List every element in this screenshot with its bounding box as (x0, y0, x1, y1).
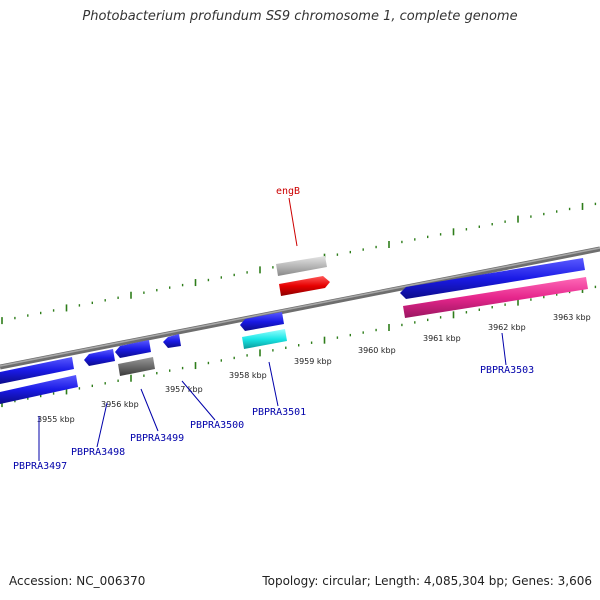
scale-label-3959: 3959 kbp (294, 357, 332, 366)
scale-label-3957: 3957 kbp (165, 385, 203, 394)
accession-value: NC_006370 (76, 574, 146, 588)
scale-label-3963: 3963 kbp (553, 313, 591, 322)
scale-label-3955: 3955 kbp (37, 415, 75, 424)
gene-PBPRA3501[interactable] (240, 312, 284, 331)
topology-label: Topology: (262, 574, 319, 588)
gene-label-PBPRA3500[interactable]: PBPRA3500 (190, 420, 244, 431)
leader-lines (38, 197, 507, 461)
gene-PBPRA3499[interactable] (115, 340, 151, 358)
leader-PBPRA3501 (268, 361, 279, 407)
topology-value: circular (322, 574, 367, 588)
gene-PBPRA3497-a[interactable] (0, 357, 74, 384)
scale-label-3961: 3961 kbp (423, 334, 461, 343)
length-label: Length: (374, 574, 421, 588)
leader-PBPRA3499 (140, 388, 159, 432)
gene-PBPRA3499-pseudo[interactable] (118, 357, 155, 376)
gene-label-PBPRA3501[interactable]: PBPRA3501 (252, 407, 306, 418)
scale-label-3962: 3962 kbp (488, 323, 526, 332)
genome-summary: Topology: circular; Length: 4,085,304 bp… (262, 574, 592, 588)
gene-PBPRA3503[interactable] (403, 277, 588, 318)
gene-PBPRA3500[interactable] (163, 334, 181, 348)
gene-label-PBPRA3503[interactable]: PBPRA3503 (480, 365, 534, 376)
genes-value: 3,606 (557, 574, 592, 588)
scale-label-3958: 3958 kbp (229, 371, 267, 380)
upper-tick-row (1, 202, 597, 325)
gene-engB[interactable] (279, 276, 330, 296)
chromosome-backbone (0, 246, 600, 370)
gene-PBPRA3498[interactable] (84, 349, 115, 366)
leader-PBPRA3498 (96, 402, 108, 448)
gene-PBPRA3497-b[interactable] (0, 375, 78, 404)
scale-label-3960: 3960 kbp (358, 346, 396, 355)
chromosome-backbone-highlight (0, 247, 600, 367)
gene-label-PBPRA3499[interactable]: PBPRA3499 (130, 433, 184, 444)
leader-engB (288, 197, 298, 247)
scale-label-3956: 3956 kbp (101, 400, 139, 409)
genes-label: Genes: (511, 574, 554, 588)
gene-label-PBPRA3498[interactable]: PBPRA3498 (71, 447, 125, 458)
gene-PBPRA3501-rna[interactable] (242, 329, 287, 349)
leader-PBPRA3500 (181, 380, 216, 421)
gene-engB-upper[interactable] (276, 256, 327, 276)
gene-label-PBPRA3497[interactable]: PBPRA3497 (13, 461, 67, 472)
length-value: 4,085,304 bp (423, 574, 504, 588)
lower-tick-row (1, 285, 597, 408)
accession-info: Accession: NC_006370 (9, 574, 145, 588)
map-title: Photobacterium profundum SS9 chromosome … (82, 9, 518, 24)
accession-label: Accession: (9, 574, 73, 588)
gene-PBPRA3503-a[interactable] (400, 258, 585, 299)
gene-label-engB[interactable]: engB (276, 186, 300, 197)
leader-PBPRA3503 (501, 332, 507, 366)
